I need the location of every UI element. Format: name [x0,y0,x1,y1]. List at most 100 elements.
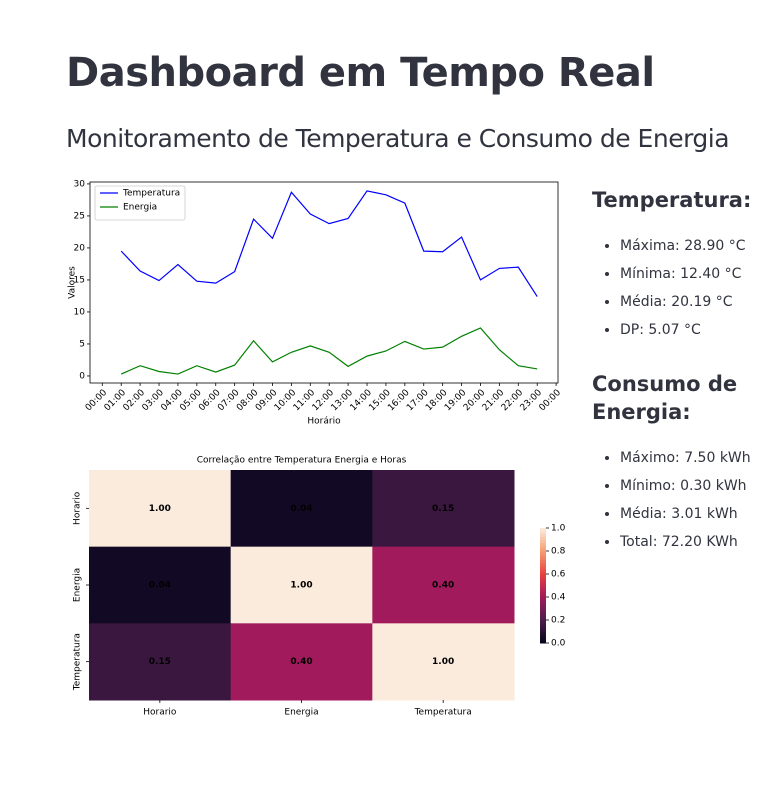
colorbar-tick-label: 0.8 [551,547,566,557]
temperature-stats: Temperatura: Máxima: 28.90 °C Mínima: 12… [592,186,772,344]
cell-label: 0.40 [290,657,312,667]
colorbar-segment [540,545,546,549]
colorbar-tick-label: 0.6 [551,570,566,580]
stat-item: Média: 3.01 kWh [620,500,762,528]
colorbar-segment [540,617,546,621]
colorbar-segment [540,637,546,641]
colorbar-segment [540,548,546,552]
colorbar-segment [540,602,546,607]
stats-list: Máxima: 28.90 °C Mínima: 12.40 °C Média:… [592,232,772,344]
colorbar-segment [540,536,546,540]
colorbar-segment [540,533,546,538]
x-axis-label: Horário [307,417,341,427]
y-axis-label: Valores [68,266,78,299]
heatmap-cell [89,470,232,548]
colorbar-segment [540,565,546,569]
stats-list: Máximo: 7.50 kWh Mínimo: 0.30 kWh Média:… [592,444,762,556]
stats-title: Temperatura: [592,188,752,212]
heatmap-cell [230,470,373,548]
x-tick-label: Energia [284,708,318,718]
colorbar-segment [540,634,546,638]
series-line [120,327,538,375]
colorbar-segment [540,582,546,586]
colorbar-segment [540,559,546,563]
cell-label: 0.04 [290,504,312,514]
colorbar-segment [540,551,546,555]
colorbar-segment [540,597,546,601]
cell-label: 1.00 [432,657,454,667]
heatmap-cell [89,546,232,624]
stat-item: DP: 5.07 °C [620,316,772,344]
cell-label: 0.15 [149,657,171,667]
heatmap-cell [372,546,515,624]
colorbar-segment [540,594,546,598]
colorbar-segment [540,574,546,578]
colorbar-segment [540,576,546,581]
line-chart: 05101520253000:0001:0002:0003:0004:0005:… [68,179,564,427]
colorbar-segment [540,625,546,630]
colorbar-segment [540,608,546,612]
page-subtitle: Monitoramento de Temperatura e Consumo d… [66,124,730,153]
heatmap-cell [372,623,515,701]
cell-label: 1.00 [149,504,171,514]
y-tick-label: 0 [79,371,85,381]
colorbar-tick-label: 0.0 [551,639,566,649]
heatmap-cell [230,546,373,624]
colorbar-segment [540,579,546,584]
y-tick-label: Temperatura [73,633,83,691]
cell-label: 0.04 [149,581,171,591]
legend-box [94,185,186,221]
colorbar-segment [540,605,546,609]
x-tick-label: Horario [143,708,177,718]
colorbar-segment [540,553,546,558]
cell-label: 0.40 [432,581,454,591]
x-tick-label: 00:00 [538,388,564,414]
legend-label: Energia [123,203,157,213]
y-tick-label: 5 [79,339,85,349]
colorbar-tick-label: 0.4 [551,593,566,603]
stat-item: Média: 20.19 °C [620,288,772,316]
colorbar-segment [540,591,546,595]
colorbar-segment [540,640,546,644]
y-tick-label: 15 [74,275,85,285]
series-line [120,190,538,297]
colorbar-segment [540,528,546,532]
y-tick-label: 20 [74,243,86,253]
colorbar-segment [540,530,546,535]
energy-stats: Consumo de Energia: Máximo: 7.50 kWh Mín… [592,370,762,556]
cell-label: 1.00 [290,581,312,591]
cell-label: 0.15 [432,504,454,514]
colorbar-segment [540,614,546,618]
colorbar-segment [540,585,546,589]
stat-item: Total: 72.20 KWh [620,528,762,556]
heatmap-cell [230,623,373,701]
y-tick-label: 25 [74,211,85,221]
colorbar-segment [540,556,546,561]
colorbar-segment [540,568,546,572]
stat-item: Mínima: 12.40 °C [620,260,772,288]
y-tick-label: 10 [74,307,86,317]
heatmap-chart: Correlação entre Temperatura Energia e H… [73,456,566,718]
colorbar-segment [540,631,546,635]
colorbar-segment [540,628,546,632]
chart-title: Correlação entre Temperatura Energia e H… [197,456,407,466]
stats-title: Consumo de Energia: [592,372,738,424]
heatmap-cell [89,623,232,701]
colorbar-segment [540,542,546,546]
y-tick-label: 30 [74,179,86,189]
colorbar-segment [540,620,546,624]
colorbar-segment [540,588,546,592]
legend-label: Temperatura [122,189,180,199]
colorbar-segment [540,539,546,543]
colorbar-segment [540,611,546,615]
stat-item: Máxima: 28.90 °C [620,232,772,260]
page-title: Dashboard em Tempo Real [66,50,655,96]
colorbar-segment [540,622,546,627]
y-tick-label: Energia [73,568,83,602]
y-tick-label: Horario [73,491,83,525]
colorbar-segment [540,571,546,575]
colorbar-segment [540,599,546,604]
stat-item: Mínimo: 0.30 kWh [620,472,762,500]
plot-frame [89,181,559,384]
